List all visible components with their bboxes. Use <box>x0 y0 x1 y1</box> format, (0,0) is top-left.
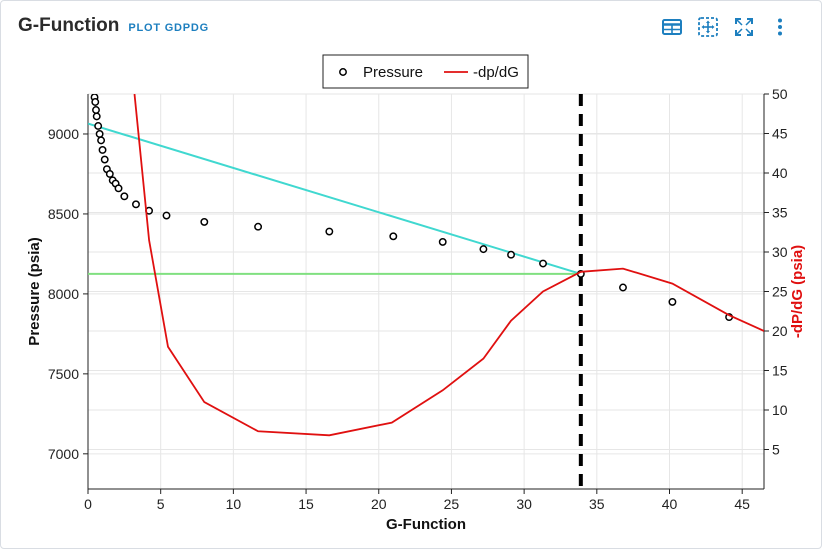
x-tick-label: 5 <box>157 496 165 512</box>
pressure-point <box>438 237 447 246</box>
y2-tick-label: 50 <box>772 86 788 102</box>
pressure-point <box>619 283 627 292</box>
legend: Pressure -dp/dG <box>322 54 529 89</box>
pressure-point <box>132 200 140 209</box>
y2-tick-label: 20 <box>772 323 788 339</box>
x-tick-label: 40 <box>662 496 678 512</box>
chart-toolbar <box>661 16 791 38</box>
dpdg-series-line <box>133 94 764 437</box>
x-tick-label: 20 <box>371 496 387 512</box>
x-tick-label: 10 <box>226 496 242 512</box>
legend-pressure-marker <box>339 68 347 76</box>
x-tick-label: 45 <box>734 496 750 512</box>
y2-tick-label: 10 <box>772 402 788 418</box>
y2-tick-label: 40 <box>772 165 788 181</box>
pressure-point <box>98 146 107 154</box>
pressure-point <box>94 122 103 130</box>
pressure-point <box>100 155 109 164</box>
pressure-point <box>254 222 263 231</box>
pressure-point <box>92 106 100 114</box>
y-tick-label: 9000 <box>48 126 79 142</box>
y2-tick-label: 5 <box>772 442 780 458</box>
pressure-point <box>162 211 171 220</box>
y-tick-label: 8000 <box>48 286 79 302</box>
y2-tick-label: 30 <box>772 244 788 260</box>
y2-tick-label: 15 <box>772 363 788 379</box>
pressure-point <box>91 98 100 106</box>
pressure-point <box>95 130 104 138</box>
pressure-point <box>389 232 398 241</box>
card-title: G-Function <box>18 15 120 36</box>
legend-box <box>322 54 529 89</box>
pressure-point <box>105 170 114 178</box>
y-axis-title: Pressure (psia) <box>26 237 43 345</box>
y-tick-label: 7000 <box>48 446 79 462</box>
card-subtitle: PLOT GDPDG <box>128 22 210 34</box>
y-tick-label: 8500 <box>48 206 79 222</box>
x-tick-label: 30 <box>516 496 532 512</box>
y2-tick-label: 45 <box>772 126 788 142</box>
x-axis-title: G-Function <box>386 516 466 533</box>
fullscreen-icon[interactable] <box>733 16 755 38</box>
pressure-point <box>507 250 515 259</box>
pressure-point <box>92 112 101 121</box>
plot-area <box>88 94 764 489</box>
pressure-point <box>479 245 488 254</box>
pan-icon[interactable] <box>697 16 719 38</box>
pressure-point <box>200 217 209 226</box>
pressure-point <box>539 259 547 268</box>
pressure-point <box>120 192 129 201</box>
legend-dpdg-label: -dp/dG <box>473 64 519 81</box>
pressure-point <box>668 297 677 306</box>
more-icon[interactable] <box>769 16 791 38</box>
y2-tick-label: 35 <box>772 205 788 221</box>
x-tick-label: 25 <box>444 496 460 512</box>
x-tick-label: 35 <box>589 496 605 512</box>
x-tick-label: 0 <box>84 496 92 512</box>
gridlines <box>87 93 764 489</box>
table-icon[interactable] <box>661 16 683 38</box>
card-header: G-Function PLOT GDPDG <box>18 15 209 39</box>
y2-tick-label: 25 <box>772 284 788 300</box>
legend-pressure-label: Pressure <box>363 64 423 81</box>
y-tick-label: 7500 <box>48 366 79 382</box>
pressure-point <box>325 227 334 236</box>
pressure-point <box>114 184 123 193</box>
pressure-point <box>97 136 106 145</box>
x-tick-label: 15 <box>298 496 314 512</box>
y2-axis-title: -dP/dG (psia) <box>789 245 806 338</box>
tangent-line <box>88 122 582 275</box>
